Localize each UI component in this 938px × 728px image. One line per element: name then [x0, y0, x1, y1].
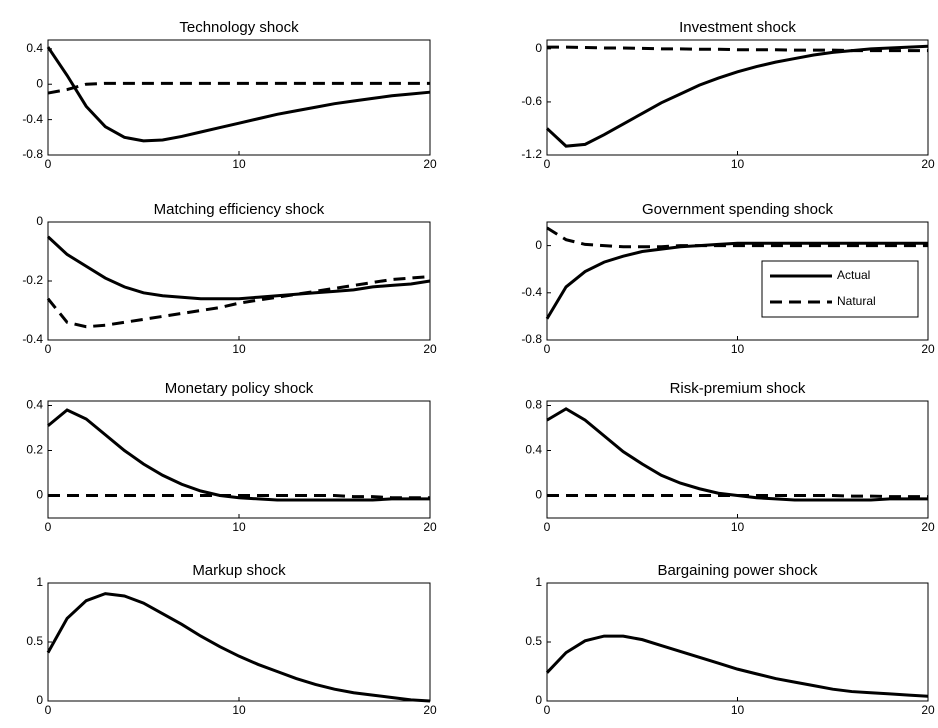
series-line: [46, 46, 431, 143]
axes-box: [546, 582, 929, 702]
subplot: Markup shock 0 10 20 0 0.5 1: [26, 562, 437, 717]
y-tick-label: -0.6: [521, 94, 542, 108]
y-tick-label: -0.8: [521, 332, 542, 346]
x-tick-label: 10: [731, 342, 745, 356]
x-tick-label: 20: [921, 342, 935, 356]
x-tick-label: 10: [731, 520, 745, 534]
x-tick-label: 20: [423, 342, 437, 356]
legend-label: Actual: [837, 268, 870, 282]
y-tick-label: 0.4: [525, 443, 542, 457]
x-tick-label: 0: [544, 342, 551, 356]
axes-box: [546, 39, 929, 156]
legend: Actual Natural: [761, 260, 919, 318]
y-tick-label: 0: [535, 693, 542, 707]
axes-box: [47, 221, 431, 341]
series-line: [47, 408, 430, 502]
x-tick-label: 10: [731, 157, 745, 171]
x-tick-label: 0: [544, 703, 551, 717]
subplot-title: Monetary policy shock: [165, 380, 314, 397]
legend-label: Natural: [837, 294, 876, 308]
x-tick-label: 20: [921, 157, 935, 171]
y-tick-label: -0.4: [521, 285, 542, 299]
x-tick-label: 10: [232, 157, 246, 171]
series-line: [547, 494, 928, 499]
series-line: [545, 634, 929, 698]
x-tick-label: 10: [232, 520, 246, 534]
y-tick-label: 0.8: [525, 398, 542, 412]
series-line: [47, 81, 430, 95]
subplot-title: Matching efficiency shock: [154, 201, 325, 218]
subplot-title: Investment shock: [679, 19, 796, 36]
axes-box: [47, 39, 431, 156]
y-tick-label: 0: [36, 76, 43, 90]
y-tick-label: 0: [535, 238, 542, 252]
series-line: [46, 592, 431, 703]
y-tick-label: -1.2: [521, 147, 542, 161]
y-tick-label: 0: [535, 488, 542, 502]
subplot: Monetary policy shock 0 10 20 0 0.2 0.4: [26, 380, 437, 534]
legend-box: [761, 260, 919, 318]
y-tick-label: 0.5: [26, 634, 43, 648]
y-tick-label: -0.8: [22, 147, 43, 161]
series-line: [46, 275, 431, 329]
subplot-title: Markup shock: [192, 562, 286, 579]
subplot: Matching efficiency shock 0 10 20 -0.4 -0.2 0: [22, 201, 437, 356]
subplot-title: Technology shock: [179, 19, 299, 36]
series-line: [547, 45, 928, 53]
y-tick-label: 0.2: [26, 443, 43, 457]
subplot: Bargaining power shock 0 10 20 0 0.5 1: [525, 562, 935, 717]
series-line: [545, 241, 928, 320]
x-tick-label: 0: [544, 157, 551, 171]
y-tick-label: -0.4: [22, 112, 43, 126]
series-line: [48, 494, 430, 500]
subplot: Government spending shock 0 10 20 -0.8 -0.4 0 A…: [521, 201, 935, 356]
subplot-title: Risk-premium shock: [670, 380, 806, 397]
x-tick-label: 0: [544, 520, 551, 534]
subplot: Investment shock 0 10 20 -1.2 -0.6 0: [521, 19, 935, 171]
x-tick-label: 10: [232, 703, 246, 717]
x-tick-label: 0: [45, 342, 52, 356]
y-tick-label: 0: [36, 214, 43, 228]
x-tick-label: 20: [423, 157, 437, 171]
subplot: Risk-premium shock 0 10 20 0 0.4 0.8: [525, 380, 935, 534]
y-tick-label: 0.5: [525, 634, 542, 648]
x-tick-label: 20: [921, 703, 935, 717]
y-tick-label: -0.4: [22, 332, 43, 346]
x-tick-label: 20: [423, 520, 437, 534]
series-line: [546, 226, 928, 249]
x-tick-label: 20: [423, 703, 437, 717]
y-tick-label: 0: [36, 488, 43, 502]
axes-box: [47, 582, 431, 702]
x-tick-label: 0: [45, 520, 52, 534]
x-tick-label: 10: [232, 342, 246, 356]
y-tick-label: -0.2: [22, 273, 43, 287]
y-tick-label: 0: [36, 693, 43, 707]
y-tick-label: 1: [535, 575, 542, 589]
x-tick-label: 20: [921, 520, 935, 534]
y-tick-label: 0: [535, 41, 542, 55]
y-tick-label: 0.4: [26, 398, 43, 412]
series-line: [46, 235, 431, 301]
series-line: [545, 44, 929, 148]
subplot-title: Government spending shock: [642, 201, 833, 218]
x-tick-label: 0: [45, 157, 52, 171]
subplot: Technology shock 0 10 20 -0.8 -0.4 0 0.4: [22, 19, 437, 171]
y-tick-label: 1: [36, 575, 43, 589]
y-tick-label: 0.4: [26, 41, 43, 55]
subplot-title: Bargaining power shock: [657, 562, 818, 579]
x-tick-label: 10: [731, 703, 745, 717]
x-tick-label: 0: [45, 703, 52, 717]
